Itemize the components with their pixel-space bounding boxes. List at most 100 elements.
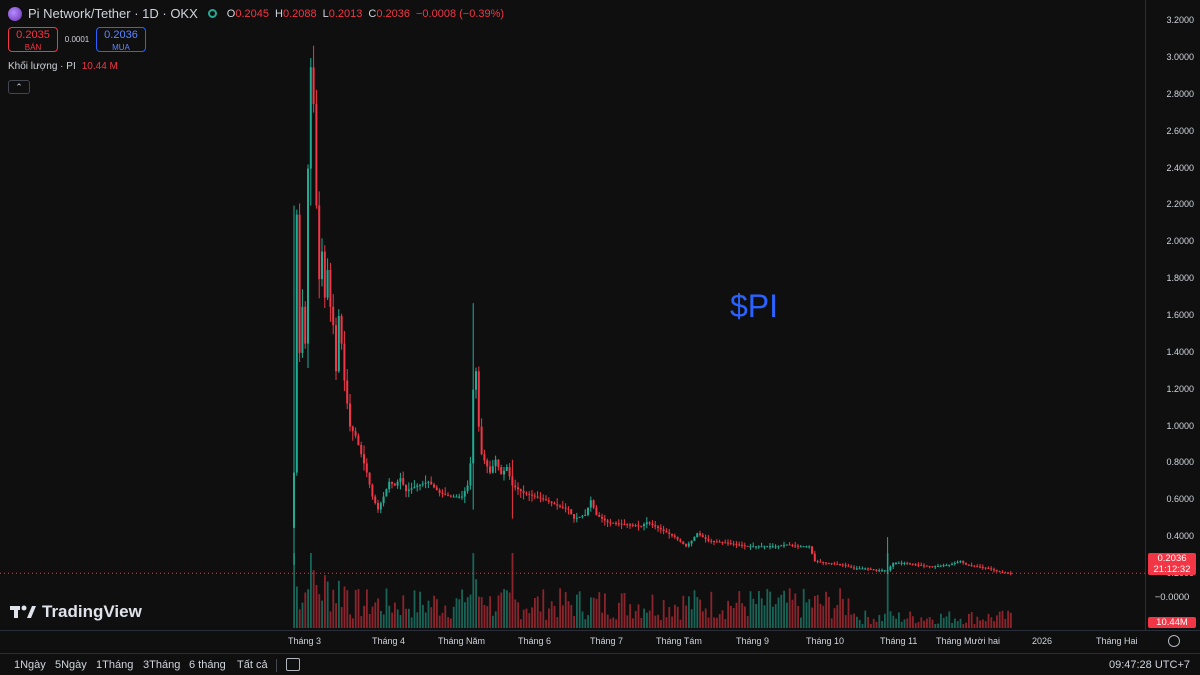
chart-area[interactable]: Pi Network/Tether · 1D · OKX O0.2045 H0.… — [0, 0, 1145, 630]
volume-bar — [413, 590, 416, 628]
volume-bar — [304, 592, 307, 628]
range-6m-button[interactable]: 6 tháng — [189, 659, 226, 671]
candle-body — [822, 561, 825, 563]
volume-bar — [884, 613, 886, 628]
volume-bar — [550, 601, 553, 628]
volume-bar — [836, 605, 839, 628]
volume-bar — [503, 589, 505, 628]
volume-bar — [651, 594, 654, 628]
collapse-legend-button[interactable]: ⌃ — [8, 80, 30, 94]
candle-body — [458, 496, 461, 498]
volume-bar — [349, 614, 351, 628]
volume-bar — [942, 617, 945, 628]
volume-bar — [441, 612, 444, 628]
candle-body — [657, 526, 659, 528]
candle-body — [1004, 572, 1007, 574]
time-tick-label: Tháng 6 — [518, 636, 552, 646]
candle-body — [794, 545, 797, 547]
volume-bar — [954, 618, 956, 628]
candle-body — [435, 487, 438, 491]
candle-body — [886, 570, 889, 572]
volume-bar — [797, 605, 799, 628]
volume-bar — [875, 621, 878, 628]
volume-bar — [746, 616, 749, 628]
volume-bar — [620, 593, 623, 628]
volume-bar — [847, 598, 850, 628]
range-all-button[interactable]: Tất cả — [237, 659, 268, 671]
volume-bar — [494, 611, 497, 628]
candle-body — [379, 503, 382, 510]
volume-bar — [382, 614, 385, 628]
candle-body — [704, 537, 707, 539]
volume-bar — [727, 600, 729, 628]
volume-bar — [298, 609, 301, 628]
volume-bar — [310, 553, 312, 628]
tradingview-logo[interactable]: TradingView — [10, 602, 142, 622]
candle-body — [766, 546, 769, 548]
symbol-title[interactable]: Pi Network/Tether · 1D · OKX — [28, 6, 198, 21]
candle-body — [878, 570, 881, 572]
candle-body — [584, 514, 587, 516]
price-tick-label: 1.8000 — [1166, 273, 1194, 284]
clock-display[interactable]: 09:47:28 UTC+7 — [1108, 659, 1190, 671]
candle-body — [452, 496, 455, 498]
volume-bar — [368, 613, 371, 628]
volume-bar — [657, 614, 659, 628]
volume-bar — [500, 592, 503, 628]
candle-body — [545, 499, 547, 501]
candle-body — [682, 541, 685, 544]
time-tick-label: Tháng Tám — [656, 636, 702, 646]
calendar-icon[interactable] — [286, 658, 300, 671]
volume-bar — [646, 612, 648, 628]
price-axis[interactable]: 3.2000 3.0000 2.8000 2.6000 2.4000 2.2000 2.00… — [1145, 0, 1200, 630]
price-chart[interactable] — [0, 0, 1145, 630]
time-axis[interactable]: Tháng 3 Tháng 4 Tháng Năm Tháng 6 Tháng 7 Thá… — [0, 630, 1200, 652]
volume-bar — [326, 581, 329, 628]
volume-bar — [360, 616, 363, 628]
volume-bar — [917, 622, 920, 628]
buy-button[interactable]: 0.2036 MUA — [96, 27, 146, 52]
volume-bar — [912, 616, 914, 628]
range-5d-button[interactable]: 5Ngày — [55, 659, 87, 671]
candle-body — [687, 543, 690, 547]
candle-body — [816, 561, 819, 563]
candle-body — [547, 500, 550, 502]
candle-body — [559, 505, 561, 507]
candle-body — [855, 568, 858, 570]
volume-bar — [693, 590, 696, 628]
volume-bar — [335, 603, 337, 628]
range-1m-button[interactable]: 1Tháng — [96, 659, 134, 671]
volume-bar — [601, 612, 603, 628]
candle-body — [463, 491, 466, 497]
volume-bar — [984, 621, 987, 628]
candle-body — [620, 523, 623, 525]
candle-body — [466, 485, 469, 492]
candle-body — [312, 67, 315, 105]
volume-bar — [637, 604, 640, 628]
candle-body — [575, 517, 578, 519]
gear-icon[interactable] — [1168, 635, 1180, 647]
volume-bar — [914, 623, 917, 628]
volume-bar — [800, 617, 802, 628]
candle-body — [631, 524, 634, 526]
range-1d-button[interactable]: 1Ngày — [14, 659, 46, 671]
candle-body — [377, 503, 379, 510]
candle-body — [746, 545, 749, 547]
volume-bar — [338, 580, 340, 628]
candle-body — [911, 563, 914, 565]
volume-legend[interactable]: Khối lượng · PI 10.44 M — [8, 61, 118, 72]
sell-price: 0.2035 — [16, 29, 50, 41]
sell-button[interactable]: 0.2035 BÁN — [8, 27, 58, 52]
candle-body — [869, 568, 872, 570]
candle-body — [662, 529, 665, 531]
volume-bar — [399, 615, 402, 628]
change-value: −0.0008 (−0.39%) — [416, 7, 505, 20]
candle-body — [735, 544, 738, 545]
volume-bar — [856, 616, 858, 628]
candle-body — [346, 380, 349, 404]
candle-body — [780, 545, 783, 547]
candle-body — [391, 481, 393, 484]
volume-bar — [713, 617, 715, 628]
candle-body — [909, 563, 911, 565]
range-3m-button[interactable]: 3Tháng — [143, 659, 181, 671]
